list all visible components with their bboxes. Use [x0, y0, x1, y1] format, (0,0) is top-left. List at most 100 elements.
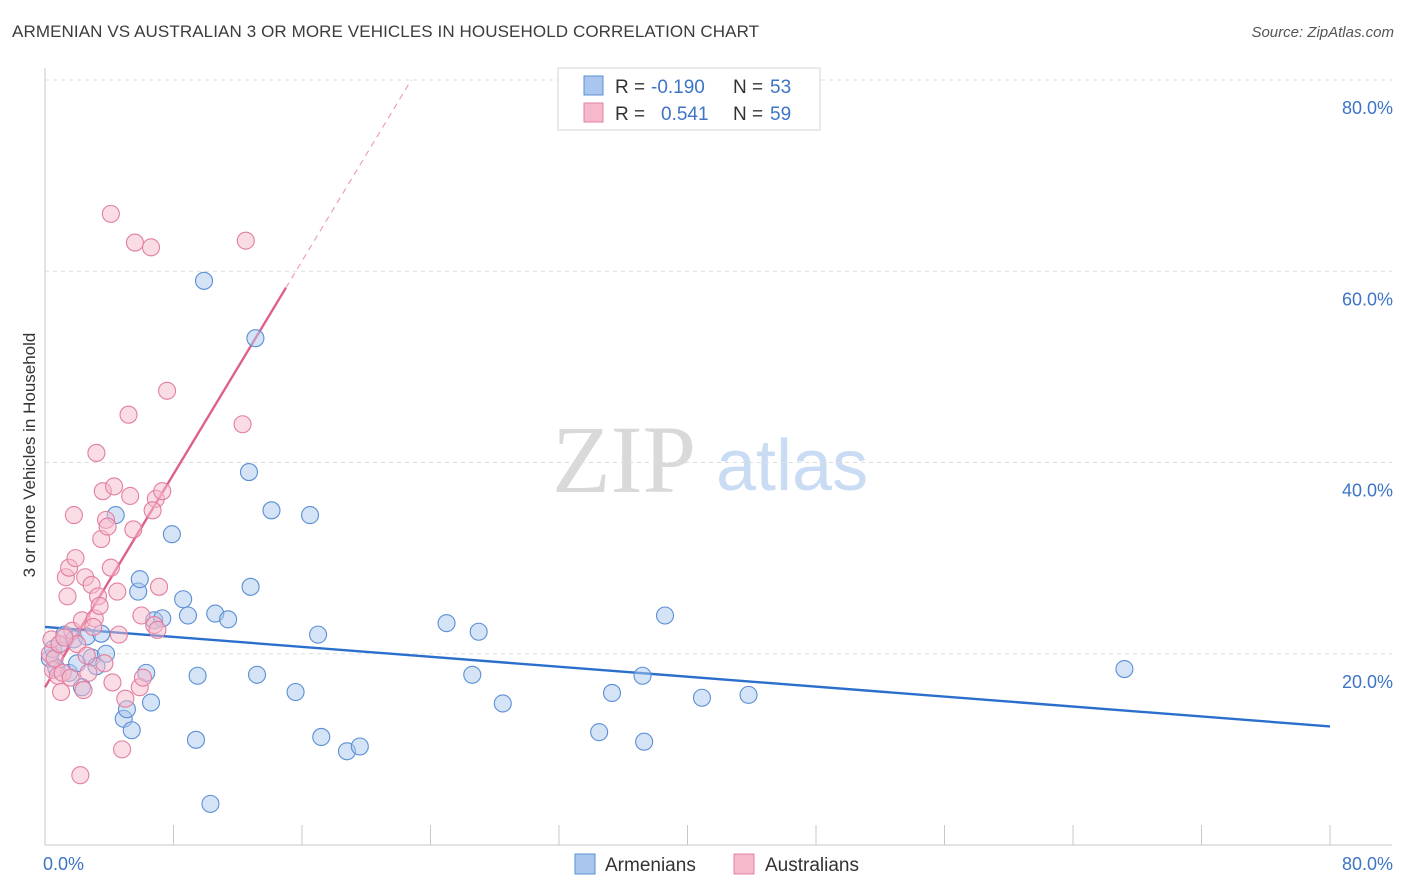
- point-armenians-26: [178, 606, 198, 625]
- top-legend: R = -0.190 N = 53 R = 0.541 N = 59: [557, 67, 821, 131]
- point-australians-13: [64, 506, 83, 525]
- watermark-zip: ZIP: [552, 406, 696, 513]
- point-australians-35: [109, 625, 128, 644]
- grid-layer: [45, 79, 1392, 655]
- point-armenians-51: [635, 732, 654, 751]
- point-armenians-25: [174, 590, 193, 609]
- point-armenians-43: [350, 737, 369, 756]
- point-australians-16: [71, 766, 90, 785]
- point-armenians-41: [312, 727, 331, 746]
- point-australians-9: [58, 587, 77, 606]
- legend-r-value-armenians: -0.190: [651, 77, 705, 98]
- point-armenians-50: [633, 666, 652, 685]
- point-armenians-19: [130, 570, 149, 589]
- point-australians-41: [125, 233, 144, 252]
- bottom-legend-label-armenians: Armenians: [605, 855, 696, 876]
- trendline-extension-australians: [285, 79, 412, 289]
- point-australians-57: [55, 628, 74, 647]
- point-armenians-54: [739, 685, 758, 704]
- point-australians-6: [52, 682, 71, 702]
- point-australians-23: [87, 443, 106, 462]
- point-australians-11: [61, 668, 80, 687]
- point-australians-49: [149, 577, 169, 596]
- point-australians-38: [119, 405, 138, 424]
- point-layer: [40, 204, 1134, 813]
- point-armenians-24: [162, 525, 181, 544]
- point-armenians-38: [286, 682, 305, 702]
- point-australians-45: [101, 204, 120, 223]
- point-armenians-28: [188, 666, 207, 685]
- y-axis-title: 3 or more Vehicles in Household: [20, 333, 39, 578]
- point-australians-36: [113, 740, 132, 759]
- point-australians-20: [79, 663, 98, 682]
- point-armenians-48: [590, 723, 609, 742]
- point-australians-33: [105, 477, 124, 496]
- point-armenians-29: [194, 271, 214, 290]
- point-armenians-33: [239, 463, 259, 482]
- legend-n-label-australians: N =: [733, 104, 763, 125]
- point-armenians-32: [219, 610, 238, 629]
- legend-n-label-armenians: N =: [733, 77, 763, 98]
- point-armenians-47: [493, 694, 512, 713]
- trendline-armenians: [44, 625, 1331, 728]
- bottom-legend-label-australians: Australians: [765, 855, 859, 876]
- point-australians-40: [124, 520, 143, 539]
- point-armenians-46: [469, 622, 488, 641]
- point-australians-55: [143, 501, 162, 520]
- watermark: ZIP atlas: [552, 406, 868, 513]
- point-australians-58: [84, 617, 103, 637]
- point-armenians-49: [602, 683, 622, 703]
- point-armenians-36: [246, 329, 265, 348]
- point-australians-39: [121, 486, 140, 506]
- point-australians-30: [98, 517, 117, 536]
- point-australians-18: [74, 681, 93, 700]
- point-australians-56: [77, 646, 96, 665]
- point-armenians-17: [122, 721, 141, 740]
- point-armenians-30: [201, 794, 220, 813]
- point-australians-53: [233, 415, 252, 434]
- watermark-atlas: atlas: [716, 426, 868, 506]
- point-australians-25: [90, 596, 109, 615]
- point-armenians-45: [463, 665, 482, 684]
- point-armenians-27: [186, 730, 206, 749]
- point-australians-32: [103, 673, 122, 692]
- point-australians-28: [95, 654, 114, 673]
- legend-r-label-australians: R =: [615, 104, 645, 125]
- point-australians-54: [236, 231, 255, 250]
- point-australians-31: [101, 558, 120, 577]
- point-australians-44: [133, 668, 153, 687]
- point-australians-50: [153, 482, 172, 501]
- trend-layer: [43, 79, 1331, 728]
- bottom-legend-swatch-australians: [733, 853, 755, 875]
- point-armenians-40: [309, 625, 328, 644]
- chart-source: Source: ZipAtlas.com: [1251, 24, 1394, 41]
- point-australians-43: [132, 606, 151, 625]
- legend-swatch-australians: [583, 102, 604, 123]
- point-armenians-37: [262, 501, 281, 520]
- point-armenians-39: [300, 506, 320, 525]
- point-australians-34: [108, 582, 127, 601]
- point-australians-14: [66, 549, 85, 568]
- point-armenians-55: [1115, 659, 1134, 679]
- point-armenians-44: [437, 614, 456, 633]
- point-australians-37: [116, 689, 135, 708]
- y-tick-label-2: 60.0%: [1342, 289, 1393, 309]
- legend-n-value-armenians: 53: [770, 77, 791, 98]
- y-tick-label-1: 40.0%: [1342, 481, 1393, 501]
- legend-swatch-armenians: [583, 75, 604, 96]
- y-tick-label-0: 20.0%: [1342, 672, 1393, 692]
- point-armenians-35: [247, 665, 267, 684]
- point-armenians-53: [692, 688, 712, 707]
- point-australians-51: [158, 381, 177, 400]
- bottom-legend: Armenians Australians: [574, 853, 859, 876]
- y-tick-label-3: 80.0%: [1342, 98, 1393, 118]
- chart-title: ARMENIAN VS AUSTRALIAN 3 OR MORE VEHICLE…: [12, 22, 760, 41]
- axis-layer: 20.0% 40.0% 60.0% 80.0% 0.0% 80.0%: [43, 68, 1393, 874]
- point-armenians-52: [655, 606, 675, 625]
- bottom-legend-swatch-armenians: [574, 853, 596, 875]
- legend-r-label-armenians: R =: [615, 77, 645, 98]
- point-australians-48: [141, 238, 161, 257]
- x-tick-label-1: 80.0%: [1342, 854, 1393, 874]
- x-tick-label-0: 0.0%: [43, 854, 84, 874]
- point-armenians-21: [141, 693, 161, 712]
